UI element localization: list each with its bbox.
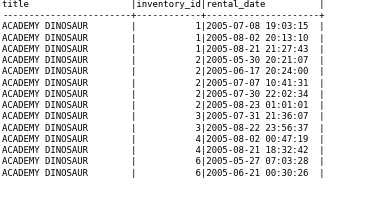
Text: title                   |inventory_id|rental_date          |
-------------------: title |inventory_id|rental_date | ------…: [2, 0, 324, 178]
